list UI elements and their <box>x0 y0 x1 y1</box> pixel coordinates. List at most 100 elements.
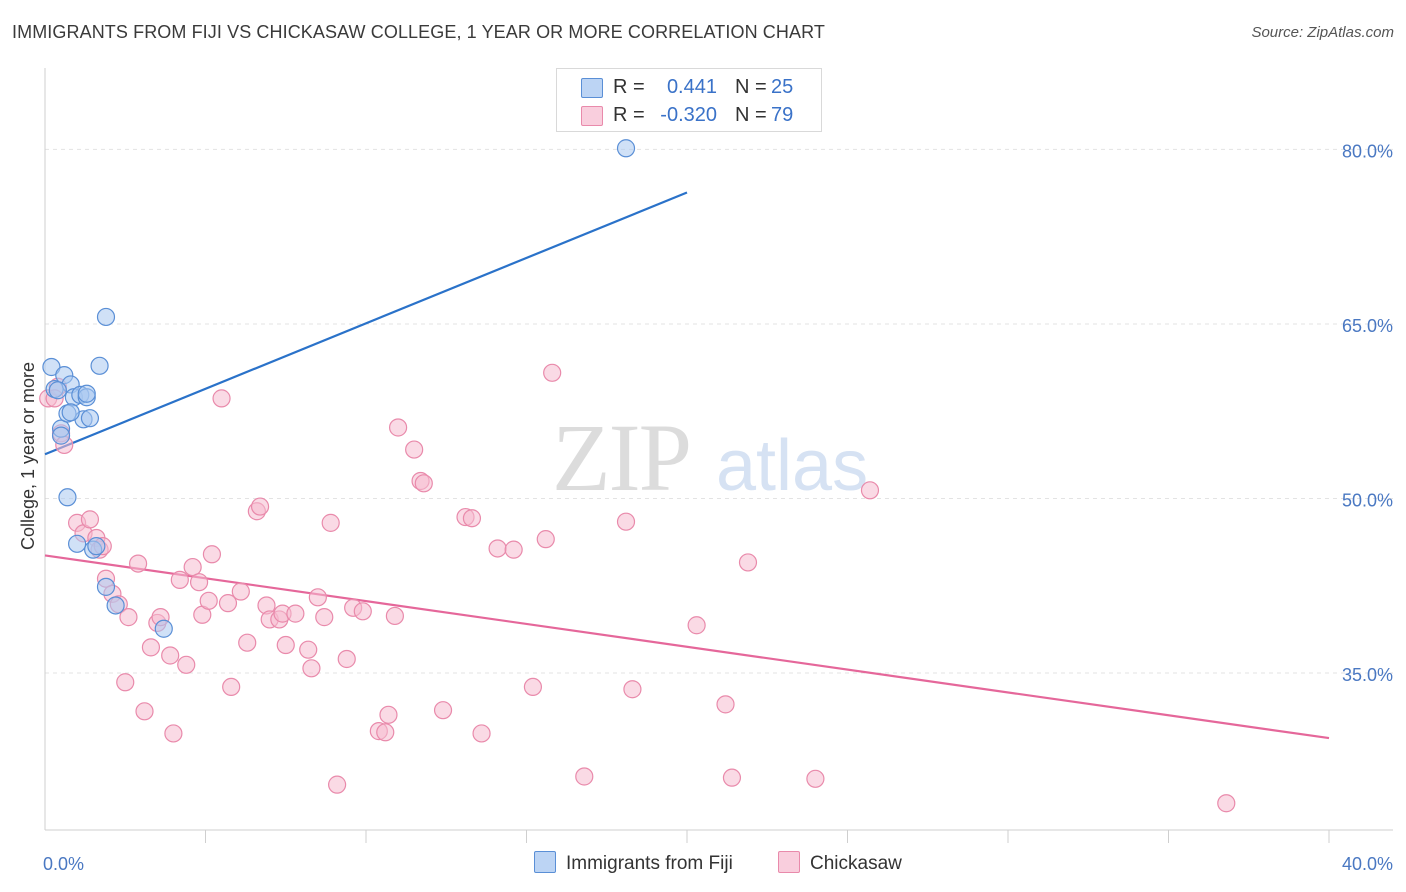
data-point-fiji <box>96 577 116 596</box>
data-point-chickasaw <box>472 724 491 743</box>
data-point-chickasaw <box>276 635 295 655</box>
legend-r-value: -0.320 <box>660 104 717 126</box>
data-point-chickasaw <box>523 677 543 697</box>
watermark-zip: ZIP <box>552 404 690 511</box>
legend-n-label: N = <box>735 76 767 98</box>
data-point-chickasaw <box>116 673 135 692</box>
data-point-fiji <box>48 381 67 400</box>
legend-r-label: R = <box>613 76 645 98</box>
data-point-chickasaw <box>337 649 356 669</box>
data-point-chickasaw <box>286 604 305 623</box>
source-label: Source: ZipAtlas.com <box>1251 24 1394 41</box>
data-point-chickasaw <box>488 539 507 558</box>
legend-swatch-chickasaw <box>581 106 603 126</box>
data-point-chickasaw <box>687 616 706 635</box>
data-point-chickasaw <box>543 363 562 382</box>
legend-n-label: N = <box>735 104 767 126</box>
data-point-chickasaw <box>321 513 340 532</box>
data-point-chickasaw <box>433 701 453 720</box>
data-point-chickasaw <box>414 474 433 493</box>
legend-swatch-fiji <box>581 78 603 98</box>
data-point-chickasaw <box>170 570 189 589</box>
y-tick-label: 65.0% <box>1342 316 1393 336</box>
data-point-chickasaw <box>212 389 231 408</box>
series-swatch-fiji <box>534 851 556 873</box>
data-point-chickasaw <box>389 418 408 437</box>
x-tick-marks <box>205 830 1330 843</box>
watermark-atlas: atlas <box>716 426 868 506</box>
data-point-fiji <box>154 619 173 638</box>
data-point-chickasaw <box>616 512 636 531</box>
legend-n-value: 79 <box>771 104 794 126</box>
data-point-fiji <box>96 307 116 327</box>
data-point-chickasaw <box>222 677 241 697</box>
y-axis-label: College, 1 year or more <box>18 362 38 550</box>
series-swatch-chickasaw <box>778 851 800 873</box>
chart-title: IMMIGRANTS FROM FIJI VS CHICKASAW COLLEG… <box>12 22 825 42</box>
data-point-chickasaw <box>504 540 523 559</box>
legend-row-chickasaw: R = -0.320 N = 79 <box>557 101 821 129</box>
legend-n-value: 25 <box>771 76 794 98</box>
data-point-fiji <box>80 409 100 428</box>
y-tick-label: 35.0% <box>1342 665 1393 685</box>
data-point-chickasaw <box>462 509 482 528</box>
legend-r-value: 0.441 <box>666 76 717 98</box>
data-point-chickasaw <box>164 724 183 743</box>
points-fiji <box>42 139 636 638</box>
data-point-chickasaw <box>385 606 404 626</box>
data-point-chickasaw <box>177 655 196 674</box>
data-point-chickasaw <box>135 702 154 721</box>
series-legend-fiji: Immigrants from Fiji <box>534 851 733 875</box>
y-tick-labels: 35.0% 50.0% 65.0% 80.0% <box>1342 141 1393 685</box>
data-point-fiji <box>87 537 106 556</box>
series-label-chickasaw: Chickasaw <box>810 853 902 874</box>
x-tick-label-min: 0.0% <box>43 854 84 874</box>
data-point-chickasaw <box>738 553 758 572</box>
data-point-chickasaw <box>199 591 218 610</box>
data-point-chickasaw <box>218 594 238 613</box>
data-point-chickasaw <box>231 582 250 601</box>
data-point-chickasaw <box>161 646 180 665</box>
legend-r-label: R = <box>613 104 645 126</box>
data-point-fiji <box>42 357 61 377</box>
data-point-fiji <box>58 488 77 507</box>
watermark: ZIP atlas <box>552 404 868 511</box>
data-point-chickasaw <box>722 768 742 787</box>
data-point-fiji <box>67 534 87 553</box>
trend-line <box>44 191 688 456</box>
legend-row-fiji: R = 0.441 N = 25 <box>557 73 821 101</box>
data-point-fiji <box>61 403 80 422</box>
trend-line-chickasaw <box>44 554 1330 740</box>
data-point-chickasaw <box>379 705 398 724</box>
series-label-fiji: Immigrants from Fiji <box>566 853 733 874</box>
data-point-chickasaw <box>716 695 735 714</box>
x-tick-label-max: 40.0% <box>1342 854 1393 874</box>
data-point-chickasaw <box>141 638 161 657</box>
data-point-chickasaw <box>299 640 318 659</box>
data-point-chickasaw <box>80 510 100 529</box>
data-point-chickasaw <box>119 608 138 627</box>
data-point-chickasaw <box>623 680 642 699</box>
data-point-chickasaw <box>202 545 222 564</box>
data-point-fiji <box>77 384 96 403</box>
correlation-legend: R = 0.441 N = 25 R = -0.320 N = 79 <box>556 68 822 132</box>
data-point-chickasaw <box>353 602 372 621</box>
series-legend-chickasaw: Chickasaw <box>778 851 902 875</box>
data-point-chickasaw <box>189 573 209 592</box>
y-tick-label: 80.0% <box>1342 141 1393 161</box>
data-point-fiji <box>106 596 125 615</box>
data-point-chickasaw <box>302 659 321 678</box>
grid-lines <box>45 148 1393 674</box>
trend-line <box>44 554 1330 740</box>
data-point-chickasaw <box>376 723 395 742</box>
data-point-chickasaw <box>575 767 594 786</box>
series-legend: Immigrants from Fiji Chickasaw <box>0 851 1406 879</box>
data-point-chickasaw <box>806 769 825 788</box>
data-point-chickasaw <box>250 497 270 516</box>
data-point-fiji <box>90 356 109 375</box>
trend-line-fiji <box>44 191 688 456</box>
data-point-chickasaw <box>183 557 202 577</box>
data-point-chickasaw <box>536 530 555 549</box>
data-point-chickasaw <box>405 440 424 459</box>
